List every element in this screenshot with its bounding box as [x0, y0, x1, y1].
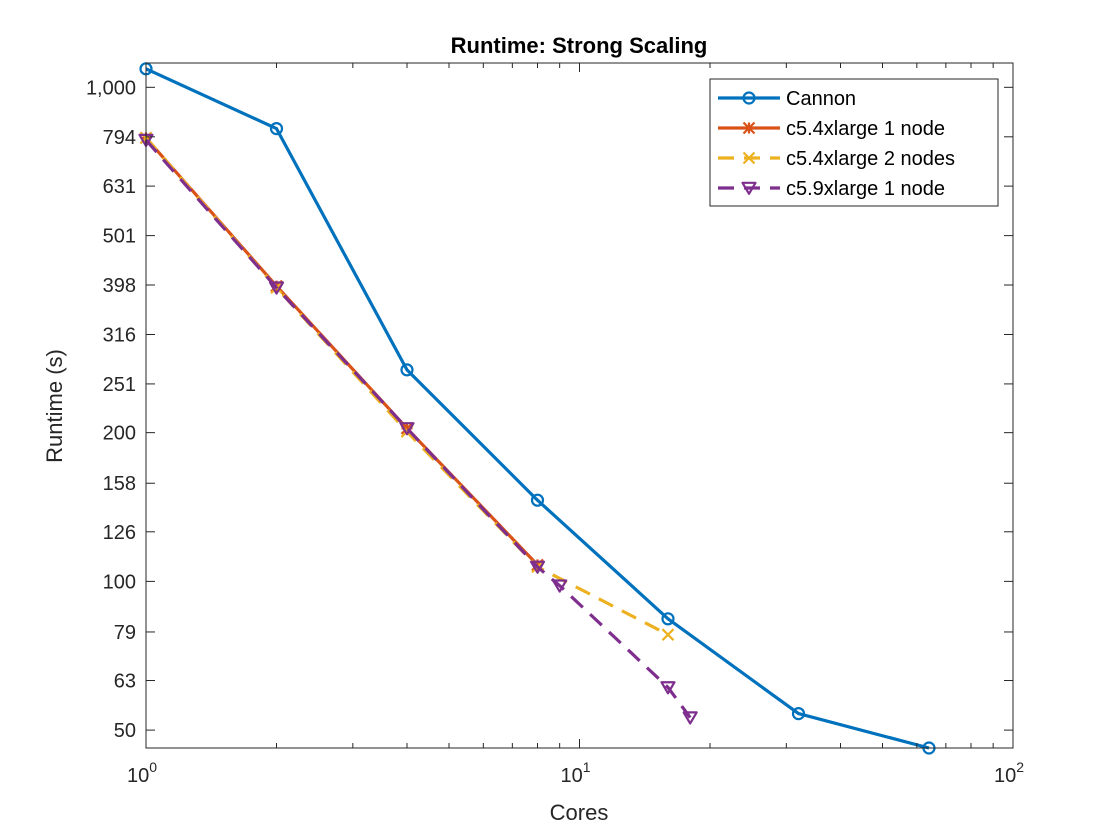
- y-tick-label: 794: [103, 127, 136, 149]
- legend-label-0: Cannon: [786, 88, 856, 110]
- legend-marker-3: [741, 181, 757, 195]
- y-tick-label: 100: [103, 571, 136, 593]
- y-tick-label: 631: [103, 176, 136, 198]
- y-tick-label: 79: [114, 622, 136, 644]
- point-3-2: [399, 422, 415, 436]
- y-tick-label: 200: [103, 423, 136, 445]
- legend: Cannon c5.4xlarge 1 node c5.4xlarge 2 node…: [709, 78, 999, 207]
- point-0-1: [269, 121, 284, 136]
- y-tick-label: 1,000: [86, 77, 136, 99]
- y-tick-label: 398: [103, 275, 136, 297]
- legend-marker-0: [742, 91, 756, 105]
- x-tick-label: 101: [560, 759, 590, 787]
- legend-marker-1: [742, 121, 756, 135]
- y-tick-label: 251: [103, 374, 136, 396]
- y-tick-label: 158: [103, 473, 136, 495]
- point-2-4: [661, 628, 675, 641]
- legend-label-2: c5.4xlarge 2 nodes: [786, 148, 955, 170]
- chart-title: Runtime: Strong Scaling: [451, 33, 708, 58]
- point-3-3: [529, 560, 546, 574]
- legend-box: [709, 78, 999, 207]
- legend-entry-2: c5.4xlarge 2 nodes: [718, 148, 955, 170]
- y-tick-label: 50: [114, 720, 136, 742]
- point-3-1: [268, 281, 285, 295]
- point-3-4: [552, 579, 568, 593]
- axes-layer: 100 101 102 50 63 79 100 126 158 200 251 316 398 501 6…: [86, 62, 1024, 787]
- series-line-3: [144, 139, 692, 719]
- point-0-5: [791, 706, 806, 721]
- point-0-2: [400, 363, 414, 377]
- legend-marker-2: [742, 151, 756, 165]
- legend-entry-3: c5.9xlarge 1 node: [718, 178, 945, 200]
- point-3-5: [660, 681, 676, 695]
- legend-label-1: c5.4xlarge 1 node: [786, 118, 945, 140]
- legend-label-3: c5.9xlarge 1 node: [786, 178, 945, 200]
- series-line-0: [145, 67, 930, 750]
- y-tick-label: 126: [103, 522, 136, 544]
- point-0-3: [530, 493, 545, 507]
- x-tick-label: 100: [127, 759, 157, 787]
- point-0-4: [661, 612, 675, 626]
- series-3: [138, 133, 698, 725]
- y-tick-label: 501: [103, 226, 136, 248]
- point-1-2: [400, 422, 414, 435]
- point-3-6: [682, 711, 698, 725]
- y-tick-label: 63: [114, 671, 136, 693]
- y-tick-label: 316: [103, 325, 136, 347]
- y-axis-label: Runtime (s): [42, 349, 67, 463]
- x-tick-label: 102: [994, 759, 1024, 787]
- x-axis-label: Cores: [550, 800, 609, 825]
- legend-entry-1: c5.4xlarge 1 node: [718, 118, 945, 140]
- legend-entry-0: Cannon: [718, 88, 856, 110]
